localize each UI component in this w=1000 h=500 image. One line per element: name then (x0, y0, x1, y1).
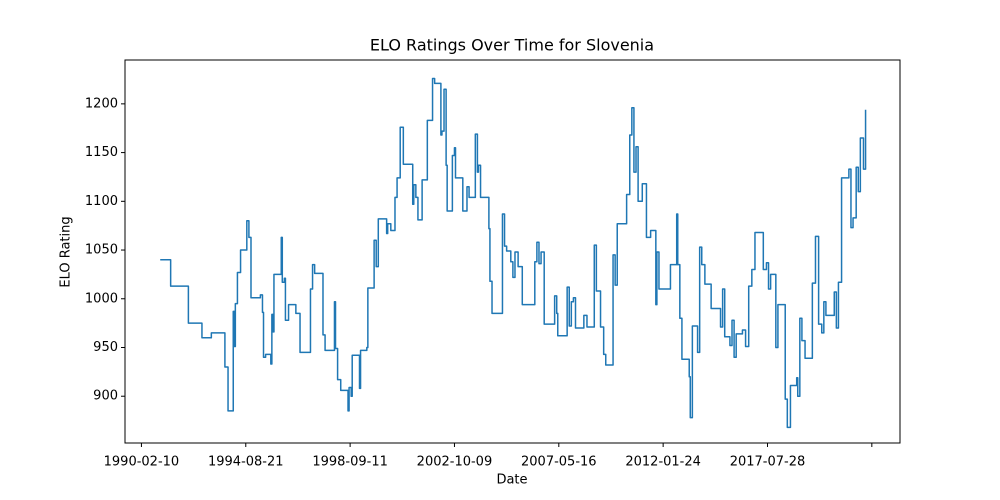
plot-frame (124, 59, 901, 444)
y-tick-label: 950 (93, 340, 118, 355)
x-tick-label: 1998-09-11 (312, 455, 388, 470)
x-tick-label: 2002-10-09 (417, 455, 493, 470)
y-tick-label: 1000 (85, 291, 118, 306)
x-axis-label: Date (496, 473, 527, 488)
y-axis-label: ELO Rating (59, 216, 74, 287)
chart-title: ELO Ratings Over Time for Slovenia (370, 36, 654, 55)
y-tick-label: 1200 (85, 96, 118, 111)
x-tick-label: 2012-01-24 (625, 455, 701, 470)
y-tick-label: 1150 (85, 145, 118, 160)
x-tick-label: 1994-08-21 (208, 455, 284, 470)
x-tick-label: 2007-05-16 (521, 455, 597, 470)
y-tick-label: 900 (93, 389, 118, 404)
y-tick-label: 1050 (85, 243, 118, 258)
y-tick-label: 1100 (85, 194, 118, 209)
data-line (160, 77, 867, 429)
x-tick-label: 2017-07-28 (730, 455, 806, 470)
x-tick-label: 1990-02-10 (104, 455, 180, 470)
